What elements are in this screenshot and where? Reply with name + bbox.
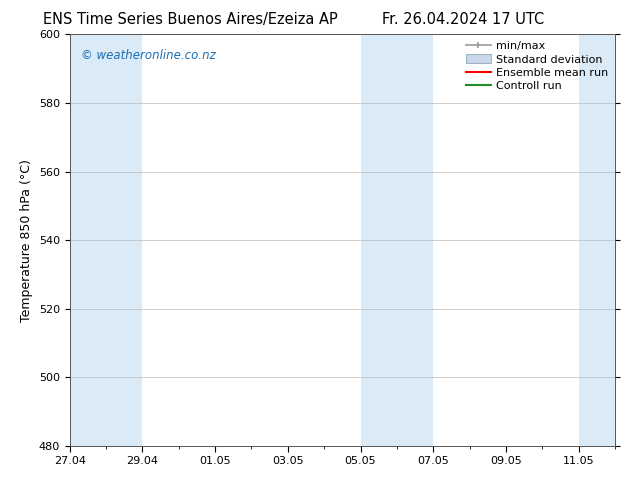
Y-axis label: Temperature 850 hPa (°C): Temperature 850 hPa (°C) (20, 159, 33, 321)
Bar (361, 34, 433, 446)
Bar (579, 34, 615, 446)
Legend: min/max, Standard deviation, Ensemble mean run, Controll run: min/max, Standard deviation, Ensemble me… (462, 37, 612, 96)
Text: ENS Time Series Buenos Aires/Ezeiza AP: ENS Time Series Buenos Aires/Ezeiza AP (43, 12, 337, 27)
Text: © weatheronline.co.nz: © weatheronline.co.nz (81, 49, 216, 62)
Text: Fr. 26.04.2024 17 UTC: Fr. 26.04.2024 17 UTC (382, 12, 544, 27)
Bar (70, 34, 143, 446)
